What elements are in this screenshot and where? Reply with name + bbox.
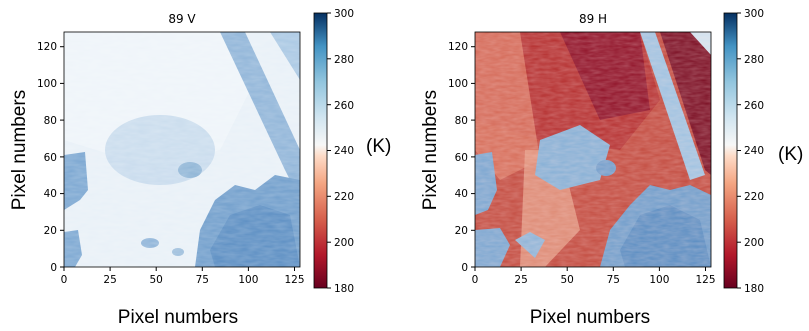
x-tick-label: 125	[695, 274, 715, 286]
x-tick-label: 25	[514, 274, 527, 286]
x-tick-label: 25	[103, 274, 116, 286]
panel-title: 89 V	[168, 12, 196, 26]
y-tick-label: 40	[455, 188, 468, 200]
y-tick-label: 0	[50, 262, 57, 274]
y-tick-label: 120	[37, 41, 57, 53]
colorbar: 180 200 220 240 260 280 300	[723, 8, 764, 295]
x-tick-label: 0	[61, 274, 68, 286]
x-axis-label: Pixel numbers	[530, 307, 650, 328]
colorbar-tick-label: 300	[744, 8, 764, 20]
colorbar-unit-label: (K)	[366, 136, 391, 157]
y-tick-label: 0	[461, 262, 468, 274]
y-tick-label: 120	[448, 41, 468, 53]
x-tick-label: 75	[196, 274, 209, 286]
y-tick-label: 60	[44, 152, 57, 164]
colorbar-tick-label: 300	[334, 8, 354, 20]
y-tick-label: 100	[37, 78, 57, 90]
plot-frame	[63, 31, 301, 268]
y-tick-label: 100	[448, 78, 468, 90]
heatmap-image	[64, 32, 300, 267]
y-axis-ticks: 0 20 40 60 80 100 120	[37, 41, 64, 274]
x-tick-label: 125	[284, 274, 304, 286]
y-tick-label: 60	[455, 152, 468, 164]
colorbar-tick-label: 220	[744, 191, 764, 203]
colorbar-tick-label: 240	[744, 145, 764, 157]
x-tick-label: 50	[150, 274, 163, 286]
heatmap-image	[475, 32, 711, 267]
colorbar-tick-label: 200	[744, 237, 764, 249]
x-tick-label: 100	[238, 274, 258, 286]
x-tick-label: 50	[561, 274, 574, 286]
colorbar: 180 200 220 240 260 280 300	[313, 8, 354, 295]
colorbar-tick-label: 280	[334, 54, 354, 66]
colorbar-tick-label: 180	[334, 283, 354, 295]
colorbar-tick-label: 200	[334, 237, 354, 249]
colorbar-tick-label: 260	[334, 100, 354, 112]
colorbar-gradient	[723, 12, 738, 289]
x-axis-ticks: 0 25 50 75 100 125	[61, 267, 305, 286]
colorbar-tick-label: 240	[334, 145, 354, 157]
y-tick-label: 80	[44, 115, 57, 127]
y-tick-label: 20	[44, 225, 57, 237]
y-axis-ticks: 0 20 40 60 80 100 120	[448, 41, 475, 274]
colorbar-tick-label: 260	[744, 100, 764, 112]
panel-title: 89 H	[579, 12, 607, 26]
y-axis-label: Pixel numbers	[9, 90, 30, 210]
x-axis-ticks: 0 25 50 75 100 125	[472, 267, 716, 286]
y-tick-label: 40	[44, 188, 57, 200]
panel-89h: 89 H	[420, 8, 803, 328]
colorbar-tick-label: 280	[744, 54, 764, 66]
colorbar-tick-label: 180	[744, 283, 764, 295]
x-axis-label: Pixel numbers	[118, 307, 238, 328]
x-tick-label: 100	[649, 274, 669, 286]
panel-89v: 89 V	[9, 8, 391, 328]
y-axis-label: Pixel numbers	[420, 90, 441, 210]
x-tick-label: 75	[607, 274, 620, 286]
colorbar-unit-label: (K)	[778, 144, 803, 165]
y-tick-label: 80	[455, 115, 468, 127]
x-tick-label: 0	[472, 274, 479, 286]
y-tick-label: 20	[455, 225, 468, 237]
colorbar-tick-label: 220	[334, 191, 354, 203]
colorbar-gradient	[313, 12, 328, 289]
plot-frame	[474, 31, 712, 268]
